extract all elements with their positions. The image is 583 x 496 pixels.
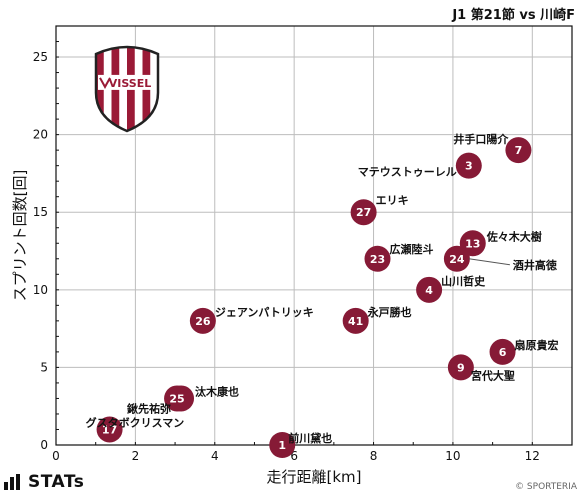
stats-logo: STATs: [4, 472, 84, 492]
point-marker: [489, 338, 516, 365]
point-number: 25: [169, 392, 184, 405]
club-logo: VISSEL: [94, 45, 160, 133]
point-label: 汰木康也: [195, 384, 239, 398]
point-number: 6: [499, 346, 507, 359]
x-tick-label: 10: [445, 449, 460, 463]
point-marker: [505, 137, 532, 164]
point-number: 9: [457, 361, 465, 374]
point-marker: [364, 245, 391, 272]
point-label: マテウストゥーレル: [358, 166, 457, 179]
point-label: 永戸勝也: [367, 305, 412, 319]
stats-bars-icon: [4, 474, 20, 490]
point-marker: [189, 307, 216, 334]
shield-outline: [94, 45, 160, 133]
y-tick-label: 0: [40, 438, 48, 452]
x-tick-label: 6: [290, 449, 298, 463]
y-tick-label: 5: [40, 360, 48, 374]
point-number: 41: [348, 315, 363, 328]
y-tick-label: 15: [33, 205, 48, 219]
data-point-7: 7 井手口陽介: [453, 132, 532, 164]
x-tick-label: 8: [370, 449, 378, 463]
point-number: 1: [278, 439, 286, 452]
point-marker: [269, 432, 296, 458]
credit-text: © SPORTERIA: [515, 482, 577, 492]
y-axis-label: スプリント回数[回]: [11, 170, 29, 302]
point-number: 23: [370, 253, 385, 266]
label-leader: [468, 258, 510, 266]
point-marker: [164, 385, 191, 412]
stats-brand: STATs: [28, 472, 85, 492]
x-tick-label: 12: [525, 449, 540, 463]
point-label: 前川黛也: [288, 431, 332, 445]
x-tick-label: 0: [52, 449, 60, 463]
point-marker: [443, 245, 470, 272]
point-label: 酒井高徳: [513, 258, 557, 272]
point-label: グスタボクリスマン: [86, 415, 185, 429]
x-axis-label: 走行距離[km]: [266, 468, 361, 486]
point-label: ジェアンパトリッキ: [215, 306, 314, 319]
point-marker: [459, 230, 486, 257]
point-label: 井手口陽介: [453, 132, 509, 146]
point-marker: [342, 307, 369, 334]
point-label: 広瀬陸斗: [390, 242, 434, 256]
point-label: 佐々木大樹: [486, 229, 542, 243]
data-point-3: 3 マテウストゥーレル: [358, 152, 482, 179]
y-tick-label: 25: [33, 50, 48, 64]
y-tick-label: 20: [33, 128, 48, 142]
point-label: 宮代大聖: [471, 368, 515, 382]
x-tick-label: 4: [211, 449, 219, 463]
chart-title: J1 第21節 vs 川崎F: [452, 8, 575, 23]
point-marker: [455, 152, 482, 179]
point-marker: [96, 416, 123, 443]
point-marker: [350, 199, 377, 226]
point-number: 26: [195, 315, 211, 328]
data-point-23: 23 広瀬陸斗: [364, 242, 434, 272]
point-label: エリキ: [376, 194, 409, 207]
point-number: 4: [425, 284, 433, 297]
point-marker: [416, 276, 443, 303]
point-marker: [447, 354, 474, 381]
point-number: 27: [356, 206, 371, 219]
data-point-13: 13 佐々木大樹: [459, 229, 542, 257]
data-point-6: 6 扇原貴宏: [489, 338, 559, 365]
point-number: 17: [102, 423, 117, 436]
y-tick-label: 10: [33, 283, 48, 297]
shield-v-mark: [99, 77, 111, 89]
data-points: 7 井手口陽介 3 マテウストゥーレル 27 エリキ 13 佐々木大樹 23 広瀬陸斗 24 酒井高徳…: [86, 132, 559, 458]
data-point-26: 26 ジェアンパトリッキ: [189, 306, 314, 334]
point-number: 24: [449, 253, 465, 266]
data-point-4: 4 山川哲史: [416, 274, 486, 303]
point-number: 7: [515, 144, 523, 157]
plot-frame: [55, 25, 573, 446]
point-label: 鍬先祐弥: [127, 401, 171, 415]
data-point-41: 41 永戸勝也: [342, 305, 412, 334]
point-label: 扇原貴宏: [515, 338, 559, 352]
data-point-27: 27 エリキ: [350, 194, 409, 226]
data-point-24: 24 酒井高徳: [443, 245, 557, 272]
shield-text: VISSEL: [109, 77, 151, 90]
point-number: 3: [465, 160, 473, 173]
point-label: 山川哲史: [441, 274, 486, 288]
data-point-9: 9 宮代大聖: [447, 354, 515, 382]
shield-band: [98, 74, 156, 90]
point-number: 13: [465, 237, 480, 250]
x-tick-label: 2: [132, 449, 140, 463]
